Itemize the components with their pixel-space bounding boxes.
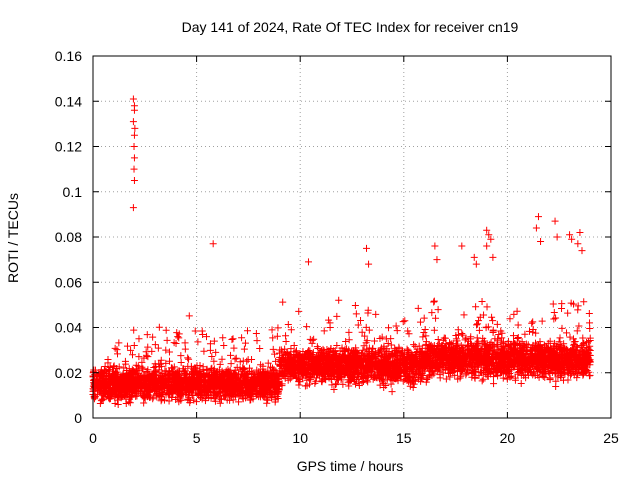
roti-point [578,247,586,255]
roti-point [537,238,545,246]
y-tick-label: 0.02 [55,365,82,381]
roti-point [363,244,371,252]
roti-point [576,228,584,236]
axis-ticks [92,55,612,419]
x-tick-label: 25 [603,430,619,446]
roti-point [130,176,138,184]
x-axis-label: GPS time / hours [297,458,404,474]
y-tick-label: 0.1 [63,184,83,200]
roti-point [487,235,495,243]
y-tick-label: 0.16 [55,48,82,64]
x-tick-label: 20 [500,430,516,446]
grid-lines [93,56,611,418]
y-tick-label: 0.14 [55,93,82,109]
roti-point [129,204,137,212]
x-tick-label: 15 [396,430,412,446]
roti-point [209,240,217,248]
roti-point [129,95,137,103]
roti-point [130,165,138,173]
roti-point [472,260,480,268]
roti-point [483,226,491,234]
x-tick-labels: 0 5 10 15 20 25 [89,430,619,446]
roti-point [433,256,441,264]
roti-point [304,258,312,266]
chart-title: Day 141 of 2024, Rate Of TEC Index for r… [182,19,519,35]
roti-point [431,242,439,250]
roti-point [553,233,561,241]
roti-point [130,106,138,114]
roti-point [566,231,574,239]
y-tick-label: 0.06 [55,274,82,290]
roti-point [470,253,478,261]
x-tick-label: 5 [193,430,201,446]
roti-point [489,253,497,261]
y-tick-labels: 0 0.02 0.04 0.06 0.08 0.1 0.12 0.14 0.16 [55,48,82,426]
roti-point [534,213,542,221]
x-tick-label: 10 [292,430,308,446]
roti-point-cloud [89,296,594,408]
y-tick-label: 0.12 [55,139,82,155]
data-points [89,95,594,408]
roti-point [485,231,493,239]
y-tick-label: 0.04 [55,320,82,336]
roti-point [483,242,491,250]
roti-point [131,124,139,132]
roti-point [568,235,576,243]
roti-point [129,118,137,126]
roti-point [458,242,466,250]
roti-point [130,131,138,139]
roti-point [365,260,373,268]
x-tick-label: 0 [89,430,97,446]
roti-point [532,224,540,232]
roti-point [574,240,582,248]
y-tick-label: 0.08 [55,229,82,245]
y-tick-label: 0 [74,410,82,426]
roti-point [551,217,559,225]
roti-point [130,154,138,162]
roti-point [130,143,138,150]
y-axis-label: ROTI / TECUs [5,193,21,283]
